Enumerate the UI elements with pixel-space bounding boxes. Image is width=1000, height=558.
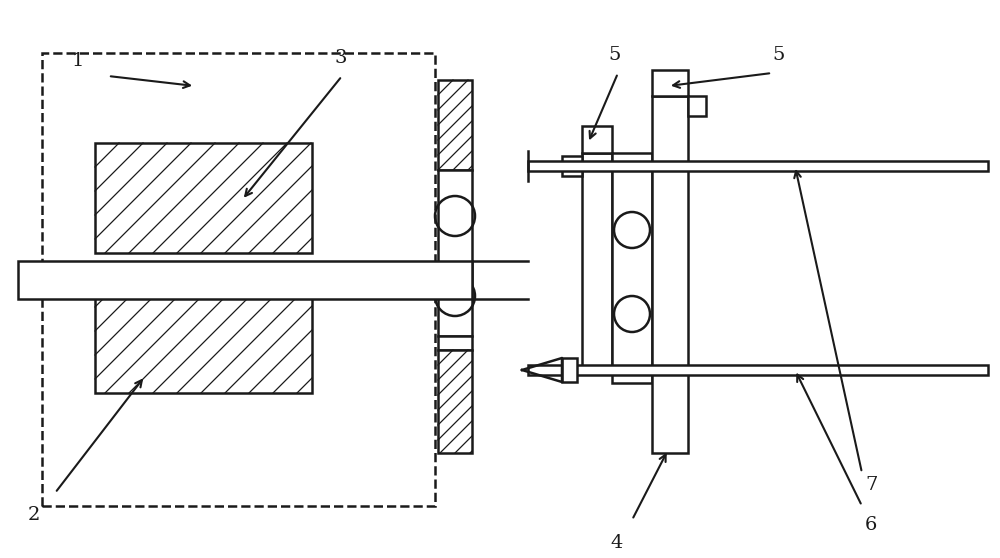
Bar (612, 153, 652, 366)
Text: 5: 5 (608, 46, 620, 64)
Bar (438, 336, 472, 350)
Text: 4: 4 (610, 534, 622, 552)
Text: 3: 3 (335, 49, 348, 67)
Bar (438, 350, 472, 453)
Bar (612, 366, 652, 383)
Bar (562, 358, 577, 382)
Bar (18, 261, 472, 299)
Bar (95, 283, 312, 393)
Bar (652, 96, 688, 453)
Bar (688, 96, 706, 116)
Bar (582, 126, 612, 153)
Bar (438, 80, 472, 170)
Text: 6: 6 (865, 516, 877, 534)
Text: 5: 5 (772, 46, 784, 64)
Bar (562, 156, 582, 176)
Bar (95, 143, 312, 253)
Bar (528, 161, 988, 171)
Text: 1: 1 (72, 52, 84, 70)
Bar (528, 365, 988, 375)
Text: 2: 2 (28, 506, 40, 524)
Bar (438, 170, 472, 336)
Bar (652, 70, 688, 96)
Bar (582, 153, 612, 366)
Bar (42, 53, 435, 506)
Text: 7: 7 (865, 476, 877, 494)
